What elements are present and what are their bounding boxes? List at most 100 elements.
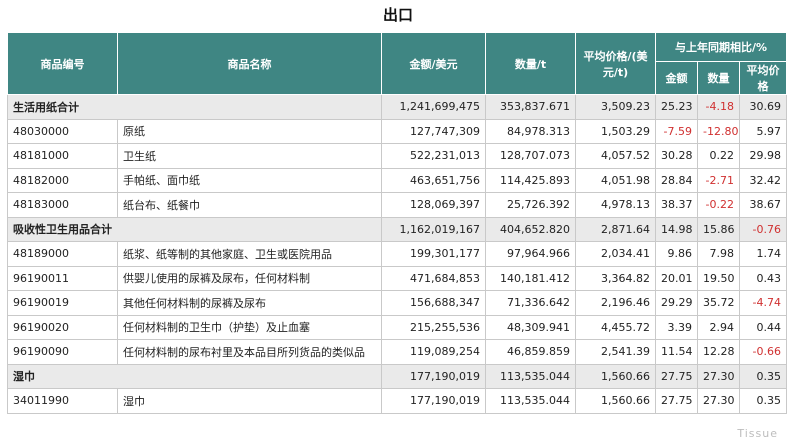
- cell-amount: 156,688,347: [381, 290, 486, 316]
- cell-yoy-amount: 38.37: [655, 192, 698, 218]
- cell-yoy-qty: -0.22: [697, 192, 740, 218]
- cell-yoy-qty: 0.22: [697, 143, 740, 169]
- cell-yoy-price: 1.74: [738, 241, 788, 267]
- table-row: 48030000 原纸 127,747,309 84,978.313 1,503.29-…: [7, 118, 788, 144]
- table-row: 48183000 纸台布、纸餐巾 128,069,397 25,726.392 4,97…: [7, 192, 788, 218]
- cell-yoy-qty: 19.50: [697, 265, 740, 291]
- table-row: 48189000 纸浆、纸等制的其他家庭、卫生或医院用品 199,301,177 97…: [7, 241, 788, 267]
- header-avg-price: 平均价格/(美元/t): [575, 32, 656, 95]
- cell-amount: 119,089,254: [381, 339, 486, 365]
- cell-yoy-price: -0.76: [738, 216, 788, 242]
- table-row: 96190019 其他任何材料制的尿裤及尿布 156,688,347 71,336.6…: [7, 290, 788, 316]
- table-group-row: 吸收性卫生用品合计 1,162,019,167 404,652.820 2,871.6…: [7, 216, 788, 242]
- cell-name: 手帕纸、面巾纸: [117, 167, 382, 193]
- cell-yoy-price: 0.43: [738, 265, 788, 291]
- group-label: 生活用纸合计: [7, 94, 382, 120]
- cell-avg-price: 1,503.29: [575, 118, 656, 144]
- cell-amount: 1,241,699,475: [381, 94, 486, 120]
- cell-qty: 46,859.859: [485, 339, 576, 365]
- cell-amount: 215,255,536: [381, 314, 486, 340]
- cell-avg-price: 3,364.82: [575, 265, 656, 291]
- cell-amount: 177,190,019: [381, 363, 486, 389]
- cell-avg-price: 3,509.23: [575, 94, 656, 120]
- cell-yoy-qty: 27.30: [697, 388, 740, 414]
- cell-qty: 113,535.044: [485, 388, 576, 414]
- cell-code: 48181000: [7, 143, 118, 169]
- cell-name: 纸台布、纸餐巾: [117, 192, 382, 218]
- cell-yoy-amount: 27.75: [655, 363, 698, 389]
- cell-yoy-qty: -2.71: [697, 167, 740, 193]
- cell-yoy-price: 0.44: [738, 314, 788, 340]
- cell-avg-price: 1,560.66: [575, 388, 656, 414]
- cell-avg-price: 4,051.98: [575, 167, 656, 193]
- cell-qty: 128,707.073: [485, 143, 576, 169]
- cell-amount: 128,069,397: [381, 192, 486, 218]
- header-qty: 数量/t: [485, 32, 576, 95]
- table-body: 生活用纸合计 1,241,699,475 353,837.671 3,509.23 25…: [7, 94, 788, 414]
- cell-name: 任何材料制的尿布衬里及本品目所列货品的类似品: [117, 339, 382, 365]
- cell-yoy-price: -4.74: [738, 290, 788, 316]
- cell-yoy-price: 38.67: [738, 192, 788, 218]
- table-group-row: 生活用纸合计 1,241,699,475 353,837.671 3,509.23 25…: [7, 94, 788, 120]
- cell-yoy-qty: 15.86: [697, 216, 740, 242]
- cell-yoy-price: 29.98: [738, 143, 788, 169]
- cell-yoy-qty: 2.94: [697, 314, 740, 340]
- cell-amount: 1,162,019,167: [381, 216, 486, 242]
- cell-name: 卫生纸: [117, 143, 382, 169]
- cell-yoy-amount: 25.23: [655, 94, 698, 120]
- cell-yoy-qty: 12.28: [697, 339, 740, 365]
- cell-name: 其他任何材料制的尿裤及尿布: [117, 290, 382, 316]
- header-yoy-group: 与上年同期相比/%: [654, 32, 788, 62]
- cell-amount: 127,747,309: [381, 118, 486, 144]
- cell-yoy-qty: 27.30: [697, 363, 740, 389]
- cell-avg-price: 2,541.39: [575, 339, 656, 365]
- cell-avg-price: 4,978.13: [575, 192, 656, 218]
- cell-amount: 463,651,756: [381, 167, 486, 193]
- cell-qty: 48,309.941: [485, 314, 576, 340]
- cell-avg-price: 2,196.46: [575, 290, 656, 316]
- cell-code: 34011990: [7, 388, 118, 414]
- table-group-row: 湿巾 177,190,019 113,535.044 1,560.66 27.75 27.…: [7, 363, 788, 389]
- cell-yoy-amount: 28.84: [655, 167, 698, 193]
- cell-yoy-amount: 30.28: [655, 143, 698, 169]
- cell-name: 供婴儿使用的尿裤及尿布，任何材料制: [117, 265, 382, 291]
- cell-yoy-amount: 11.54: [655, 339, 698, 365]
- cell-avg-price: 4,057.52: [575, 143, 656, 169]
- cell-yoy-amount: 3.39: [655, 314, 698, 340]
- header-amount: 金额/美元: [381, 32, 486, 95]
- cell-name: 原纸: [117, 118, 382, 144]
- cell-qty: 71,336.642: [485, 290, 576, 316]
- cell-amount: 199,301,177: [381, 241, 486, 267]
- cell-amount: 177,190,019: [381, 388, 486, 414]
- page-title: 出口: [382, 6, 413, 24]
- cell-qty: 25,726.392: [485, 192, 576, 218]
- header-name: 商品名称: [117, 32, 382, 95]
- cell-name: 纸浆、纸等制的其他家庭、卫生或医院用品: [117, 241, 382, 267]
- cell-name: 湿巾: [117, 388, 382, 414]
- cell-yoy-price: -0.66: [738, 339, 788, 365]
- cell-yoy-amount: 9.86: [655, 241, 698, 267]
- cell-yoy-amount: 29.29: [655, 290, 698, 316]
- group-label: 吸收性卫生用品合计: [7, 216, 382, 242]
- cell-yoy-amount: 14.98: [655, 216, 698, 242]
- cell-code: 96190019: [7, 290, 118, 316]
- cell-code: 96190020: [7, 314, 118, 340]
- table-row: 96190020 任何材料制的卫生巾（护垫）及止血塞 215,255,536 48,3…: [7, 314, 788, 340]
- cell-qty: 353,837.671: [485, 94, 576, 120]
- cell-code: 96190090: [7, 339, 118, 365]
- cell-code: 48189000: [7, 241, 118, 267]
- header-code: 商品编号: [7, 32, 118, 95]
- cell-yoy-qty: 7.98: [697, 241, 740, 267]
- cell-yoy-qty: -4.18: [697, 94, 740, 120]
- cell-yoy-amount: -7.59: [655, 118, 698, 144]
- cell-yoy-price: 5.97: [738, 118, 788, 144]
- header-yoy-price: 平均价格: [738, 61, 788, 95]
- group-label: 湿巾: [7, 363, 382, 389]
- cell-yoy-qty: 35.72: [697, 290, 740, 316]
- cell-yoy-price: 30.69: [738, 94, 788, 120]
- cell-avg-price: 4,455.72: [575, 314, 656, 340]
- cell-amount: 522,231,013: [381, 143, 486, 169]
- cell-avg-price: 1,560.66: [575, 363, 656, 389]
- watermark: Tissue: [737, 427, 778, 440]
- table-row: 34011990 湿巾 177,190,019 113,535.044 1,560.66…: [7, 388, 788, 414]
